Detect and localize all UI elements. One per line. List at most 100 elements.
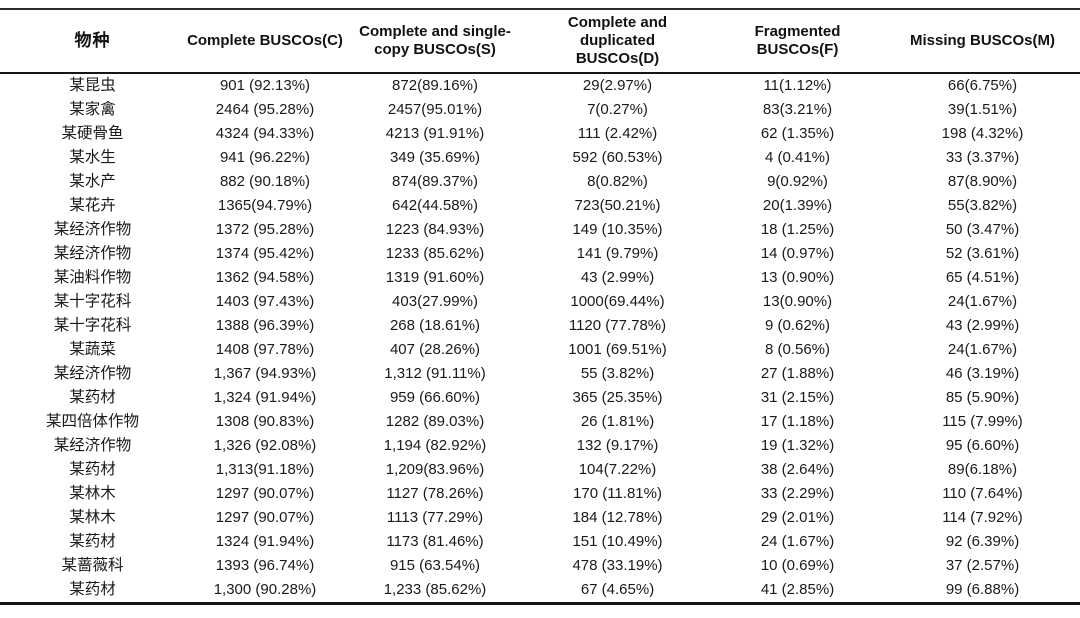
- single-copy-buscos-cell: 407 (28.26%): [389, 341, 481, 358]
- missing-buscos-cell: 114 (7.92%): [942, 509, 1023, 526]
- fragmented-buscos-cell: 38 (2.64%): [760, 461, 835, 478]
- species-cell: 某十字花科: [53, 293, 132, 310]
- fragmented-buscos-cell: 13(0.90%): [762, 293, 833, 310]
- fragmented-buscos-cell: 4 (0.41%): [764, 149, 831, 166]
- column-header: Complete and duplicated BUSCOs(D): [525, 14, 710, 67]
- complete-buscos-cell: 2464 (95.28%): [215, 101, 315, 118]
- duplicated-buscos-cell: 170 (11.81%): [573, 485, 662, 502]
- single-copy-buscos-cell: 1173 (81.46%): [386, 533, 484, 550]
- complete-buscos-cell: 1393 (96.74%): [215, 557, 315, 574]
- single-copy-buscos-cell: 268 (18.61%): [389, 317, 481, 334]
- species-cell: 某硬骨鱼: [61, 125, 124, 142]
- missing-buscos-cell: 92 (6.39%): [945, 533, 1020, 550]
- fragmented-buscos-cell: 9 (0.62%): [764, 317, 831, 334]
- table-row: 某十字花科 1403 (97.43%) 403(27.99%) 1000(69.…: [0, 290, 1080, 314]
- species-cell: 某家禽: [69, 101, 116, 118]
- duplicated-buscos-cell: 26 (1.81%): [580, 413, 655, 430]
- complete-buscos-cell: 1297 (90.07%): [215, 509, 315, 526]
- single-copy-buscos-cell: 915 (63.54%): [389, 557, 481, 574]
- table-body: 某昆虫 901 (92.13%) 872(89.16%) 29(2.97%) 1…: [0, 74, 1080, 605]
- missing-buscos-cell: 99 (6.88%): [945, 581, 1020, 598]
- single-copy-buscos-cell: 1319 (91.60%): [385, 269, 485, 286]
- species-cell: 某十字花科: [53, 317, 132, 334]
- table-row: 某经济作物 1,367 (94.93%) 1,312 (91.11%) 55 (…: [0, 362, 1080, 386]
- column-header-label: Complete and duplicated BUSCOs(D): [567, 14, 668, 67]
- species-cell: 某蔷薇科: [61, 557, 124, 574]
- table-row: 某经济作物 1372 (95.28%) 1223 (84.93%) 149 (1…: [0, 218, 1080, 242]
- missing-buscos-cell: 24(1.67%): [947, 341, 1018, 358]
- table-row: 某林木 1297 (90.07%) 1113 (77.29%) 184 (12.…: [0, 506, 1080, 530]
- missing-buscos-cell: 46 (3.19%): [945, 365, 1020, 382]
- fragmented-buscos-cell: 31 (2.15%): [760, 389, 835, 406]
- complete-buscos-cell: 1403 (97.43%): [215, 293, 315, 310]
- duplicated-buscos-cell: 29(2.97%): [582, 77, 653, 94]
- duplicated-buscos-cell: 151 (10.49%): [572, 533, 663, 550]
- fragmented-buscos-cell: 19 (1.32%): [760, 437, 835, 454]
- single-copy-buscos-cell: 1,233 (85.62%): [383, 581, 487, 598]
- species-cell: 某花卉: [69, 197, 116, 214]
- table-row: 某药材 1,300 (90.28%) 1,233 (85.62%) 67 (4.…: [0, 578, 1080, 602]
- column-header-label: Complete BUSCOs(C): [187, 32, 343, 50]
- table-row: 某四倍体作物 1308 (90.83%) 1282 (89.03%) 26 (1…: [0, 410, 1080, 434]
- fragmented-buscos-cell: 8 (0.56%): [764, 341, 831, 358]
- table-row: 某家禽 2464 (95.28%) 2457(95.01%) 7(0.27%) …: [0, 98, 1080, 122]
- missing-buscos-cell: 95 (6.60%): [945, 437, 1020, 454]
- complete-buscos-cell: 1308 (90.83%): [215, 413, 315, 430]
- missing-buscos-cell: 50 (3.47%): [945, 221, 1020, 238]
- complete-buscos-cell: 882 (90.18%): [219, 173, 311, 190]
- single-copy-buscos-cell: 1223 (84.93%): [385, 221, 485, 238]
- complete-buscos-cell: 1362 (94.58%): [215, 269, 315, 286]
- species-cell: 某药材: [69, 389, 116, 406]
- duplicated-buscos-cell: 132 (9.17%): [576, 437, 659, 454]
- species-cell: 某药材: [69, 581, 116, 598]
- missing-buscos-cell: 65 (4.51%): [945, 269, 1020, 286]
- species-cell: 某水生: [69, 149, 116, 166]
- species-cell: 某经济作物: [53, 365, 132, 382]
- table-row: 某经济作物 1,326 (92.08%) 1,194 (82.92%) 132 …: [0, 434, 1080, 458]
- column-header-label: 物种: [74, 30, 111, 50]
- fragmented-buscos-cell: 41 (2.85%): [760, 581, 835, 598]
- table-row: 某药材 1,324 (91.94%) 959 (66.60%) 365 (25.…: [0, 386, 1080, 410]
- column-header: Complete and single-copy BUSCOs(S): [345, 23, 525, 58]
- missing-buscos-cell: 55(3.82%): [947, 197, 1018, 214]
- single-copy-buscos-cell: 874(89.37%): [392, 173, 478, 190]
- complete-buscos-cell: 1,324 (91.94%): [213, 389, 317, 406]
- single-copy-buscos-cell: 642(44.58%): [392, 197, 478, 214]
- busco-statistics-table: 物种 Complete BUSCOs(C) Complete and single-…: [0, 8, 1080, 605]
- complete-buscos-cell: 1408 (97.78%): [215, 341, 315, 358]
- duplicated-buscos-cell: 104(7.22%): [578, 461, 657, 478]
- species-cell: 某四倍体作物: [45, 413, 139, 430]
- complete-buscos-cell: 941 (96.22%): [219, 149, 311, 166]
- column-header: 物种: [0, 31, 185, 51]
- fragmented-buscos-cell: 27 (1.88%): [760, 365, 835, 382]
- complete-buscos-cell: 1324 (91.94%): [215, 533, 315, 550]
- single-copy-buscos-cell: 872(89.16%): [392, 77, 478, 94]
- missing-buscos-cell: 89(6.18%): [947, 461, 1018, 478]
- duplicated-buscos-cell: 111 (2.42%): [577, 125, 658, 142]
- species-cell: 某药材: [69, 533, 116, 550]
- fragmented-buscos-cell: 17 (1.18%): [760, 413, 835, 430]
- missing-buscos-cell: 110 (7.64%): [942, 485, 1023, 502]
- missing-buscos-cell: 52 (3.61%): [945, 245, 1020, 262]
- species-cell: 某经济作物: [53, 245, 132, 262]
- single-copy-buscos-cell: 4213 (91.91%): [385, 125, 485, 142]
- duplicated-buscos-cell: 55 (3.82%): [580, 365, 655, 382]
- single-copy-buscos-cell: 2457(95.01%): [387, 101, 483, 118]
- species-cell: 某昆虫: [69, 77, 116, 94]
- missing-buscos-cell: 24(1.67%): [947, 293, 1018, 310]
- missing-buscos-cell: 198 (4.32%): [941, 125, 1024, 142]
- duplicated-buscos-cell: 592 (60.53%): [572, 149, 663, 166]
- table-row: 某林木 1297 (90.07%) 1127 (78.26%) 170 (11.…: [0, 482, 1080, 506]
- single-copy-buscos-cell: 1,209(83.96%): [385, 461, 485, 478]
- species-cell: 某蔬菜: [69, 341, 116, 358]
- complete-buscos-cell: 901 (92.13%): [219, 77, 311, 94]
- duplicated-buscos-cell: 141 (9.79%): [576, 245, 659, 262]
- fragmented-buscos-cell: 13 (0.90%): [760, 269, 835, 286]
- fragmented-buscos-cell: 83(3.21%): [762, 101, 833, 118]
- duplicated-buscos-cell: 1120 (77.78%): [568, 317, 667, 334]
- species-cell: 某林木: [69, 485, 116, 502]
- table-header-row: 物种 Complete BUSCOs(C) Complete and single-…: [0, 8, 1080, 74]
- single-copy-buscos-cell: 1113 (77.29%): [386, 509, 484, 526]
- duplicated-buscos-cell: 1000(69.44%): [570, 293, 665, 310]
- fragmented-buscos-cell: 9(0.92%): [767, 173, 828, 190]
